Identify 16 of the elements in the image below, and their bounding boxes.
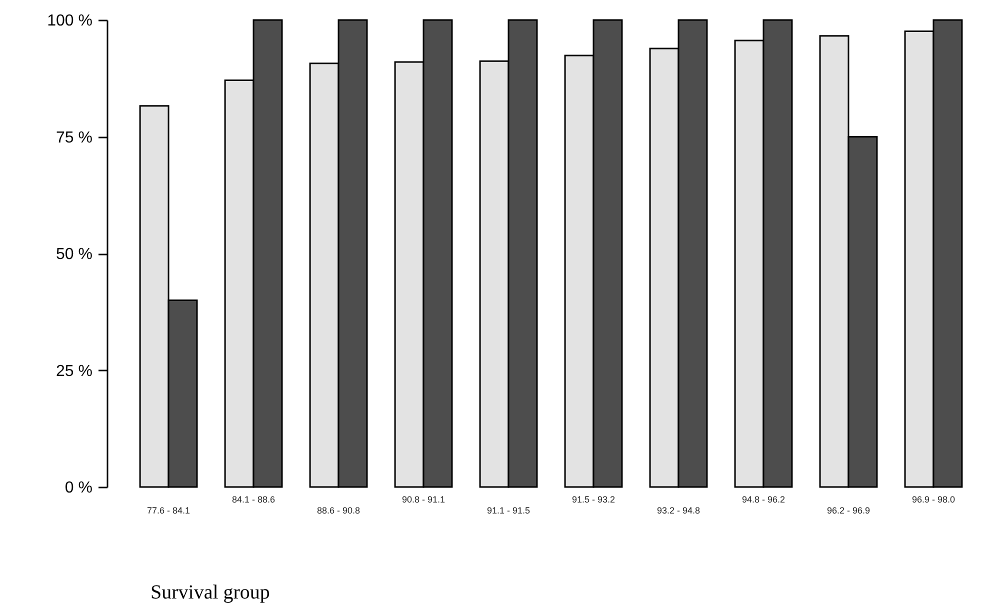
y-tick-label: 0 % — [64, 480, 92, 496]
x-tick-label: 94.8 - 96.2 — [742, 494, 786, 504]
x-axis-title: Survival group — [150, 582, 270, 604]
x-tick-label: 91.1 - 91.5 — [486, 506, 530, 516]
x-tick-label: 88.6 - 90.8 — [316, 506, 360, 516]
x-tick-label: 96.9 - 98.0 — [912, 494, 955, 504]
x-tick-label: 90.8 - 91.1 — [402, 494, 446, 504]
y-tick-label: 50 % — [56, 246, 92, 263]
x-tick-label: 84.1 - 88.6 — [232, 494, 276, 504]
x-tick-label: 96.2 - 96.9 — [826, 506, 870, 516]
y-tick-label: 75 % — [56, 129, 92, 146]
y-tick-label: 100 % — [47, 12, 92, 30]
x-tick-label: 91.5 - 93.2 — [572, 494, 616, 504]
x-tick-label: 93.2 - 94.8 — [656, 506, 700, 516]
y-tick-label: 25 % — [56, 362, 92, 380]
x-tick-label: 77.6 - 84.1 — [147, 506, 190, 516]
